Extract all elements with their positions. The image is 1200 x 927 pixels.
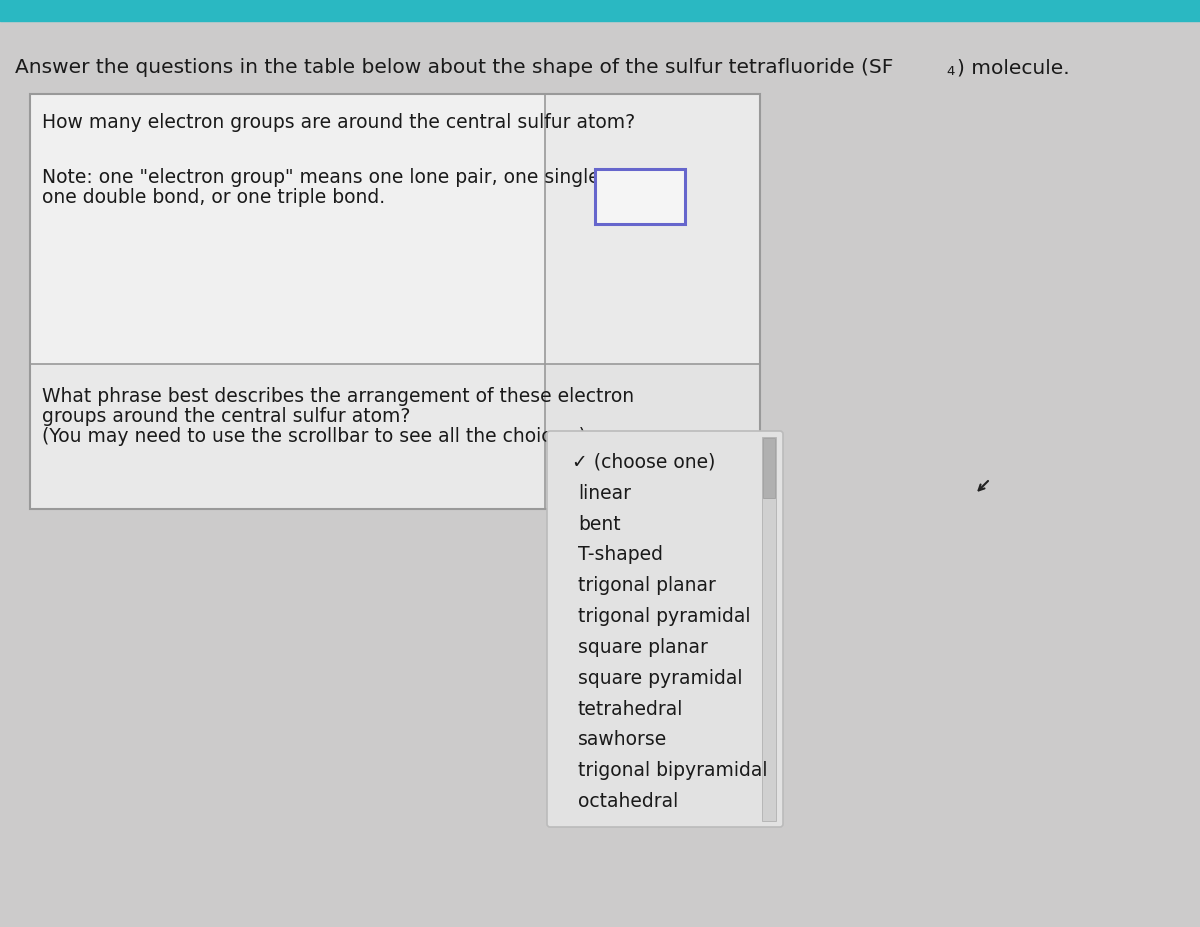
Text: groups around the central sulfur atom?: groups around the central sulfur atom?: [42, 407, 410, 425]
Text: trigonal planar: trigonal planar: [578, 576, 716, 595]
Text: (You may need to use the scrollbar to see all the choices.): (You may need to use the scrollbar to se…: [42, 426, 586, 446]
Text: octahedral: octahedral: [578, 792, 678, 810]
Bar: [0, 0, 1200, 22]
Text: square planar: square planar: [578, 638, 708, 656]
Text: Answer the questions in the table below about the shape of the sulfur tetrafluor: Answer the questions in the table below …: [14, 57, 893, 77]
Bar: [545, 364, 760, 510]
Bar: [30, 364, 760, 510]
Text: trigonal bipyramidal: trigonal bipyramidal: [578, 760, 768, 780]
Text: square pyramidal: square pyramidal: [578, 668, 743, 687]
Text: one double bond, or one triple bond.: one double bond, or one triple bond.: [42, 188, 385, 207]
Bar: [595, 170, 685, 224]
Bar: [545, 95, 760, 364]
Text: ) molecule.: ) molecule.: [958, 57, 1069, 77]
Text: bent: bent: [578, 514, 620, 533]
Text: 4: 4: [946, 65, 954, 78]
Text: T-shaped: T-shaped: [578, 545, 662, 564]
Text: What phrase best describes the arrangement of these electron: What phrase best describes the arrangeme…: [42, 387, 634, 405]
Bar: [30, 95, 760, 364]
Text: tetrahedral: tetrahedral: [578, 699, 683, 717]
Text: trigonal pyramidal: trigonal pyramidal: [578, 606, 750, 626]
FancyBboxPatch shape: [547, 432, 784, 827]
Bar: [30, 95, 760, 510]
Text: sawhorse: sawhorse: [578, 730, 667, 749]
Bar: [763, 438, 775, 499]
Text: ✓ (choose one): ✓ (choose one): [572, 452, 715, 472]
Bar: [762, 438, 776, 821]
Text: Note: one "electron group" means one lone pair, one single bond,: Note: one "electron group" means one lon…: [42, 168, 659, 187]
Text: linear: linear: [578, 483, 631, 502]
Text: How many electron groups are around the central sulfur atom?: How many electron groups are around the …: [42, 113, 635, 132]
